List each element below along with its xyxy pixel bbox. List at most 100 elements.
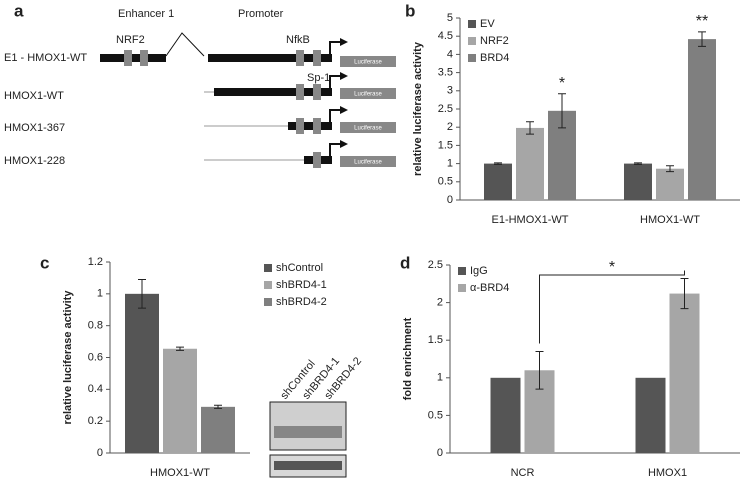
site-label: NRF2	[116, 34, 145, 46]
y-tick-label: 5	[447, 12, 453, 24]
row-label: E1 - HMOX1-WT	[4, 52, 87, 64]
bar	[125, 293, 159, 453]
bar	[669, 293, 700, 453]
panel-label: c	[40, 253, 49, 272]
site	[124, 50, 132, 66]
x-tick-label: HMOX1	[648, 467, 687, 479]
legend-swatch	[468, 20, 476, 28]
arrow-head	[340, 140, 348, 148]
x-tick-label: E1-HMOX1-WT	[492, 214, 569, 226]
legend-label: EV	[480, 18, 495, 30]
legend-swatch	[458, 284, 466, 292]
y-tick-label: 1.5	[428, 334, 443, 346]
diagram-panel: a Enhancer 1 Promoter NRF2 NfkB Sp-1 E1 …	[4, 1, 396, 168]
reporter-label: Luciferase	[354, 126, 382, 132]
enhancer	[100, 54, 166, 62]
promoter	[208, 54, 332, 62]
legend-label: BRD4	[480, 52, 509, 64]
tss-arrow	[329, 41, 342, 56]
legend-label: IgG	[470, 265, 488, 277]
row-label: HMOX1-367	[4, 122, 65, 134]
y-tick-label: 4.5	[438, 30, 453, 42]
bar	[635, 377, 666, 453]
y-axis-label: relative luciferase activity	[62, 290, 74, 425]
y-tick-label: 1.2	[88, 256, 103, 268]
site	[296, 84, 304, 100]
reporter-box	[340, 56, 396, 67]
row-label: HMOX1-228	[4, 155, 65, 167]
y-tick-label: 0.2	[88, 415, 103, 427]
blot-band	[274, 461, 342, 470]
bar	[163, 348, 197, 453]
promoter-label: Promoter	[238, 8, 284, 20]
site	[313, 50, 321, 66]
legend-swatch	[264, 264, 272, 272]
y-tick-label: 0.5	[438, 176, 453, 188]
legend-swatch	[468, 54, 476, 62]
reporter-label: Luciferase	[354, 160, 382, 166]
bracket	[539, 270, 685, 344]
y-tick-label: 1	[437, 372, 443, 384]
y-tick-label: 3.5	[438, 67, 453, 79]
site	[296, 50, 304, 66]
legend-label: shBRD4-1	[276, 279, 327, 291]
bar	[484, 163, 512, 200]
y-tick-label: 0.6	[88, 351, 103, 363]
y-tick-label: 0.8	[88, 320, 103, 332]
reporter-label: Luciferase	[354, 60, 382, 66]
y-tick-label: 0	[437, 447, 443, 459]
enhancer-label: Enhancer 1	[118, 8, 174, 20]
row-label: HMOX1-WT	[4, 90, 64, 102]
panel-label: d	[400, 253, 410, 272]
error-bar	[494, 162, 502, 165]
panel-label: b	[405, 1, 415, 20]
site	[313, 84, 321, 100]
y-tick-label: 2.5	[428, 259, 443, 271]
error-bar	[680, 278, 689, 310]
x-tick-label: NCR	[511, 467, 535, 479]
y-axis-label: fold enrichment	[402, 317, 414, 400]
splice	[165, 32, 205, 57]
reporter-box	[340, 88, 396, 99]
y-tick-label: 1	[447, 158, 453, 170]
significance: *	[609, 259, 615, 276]
y-tick-label: 0.5	[428, 409, 443, 421]
legend-label: shBRD4-2	[276, 296, 327, 308]
reporter-label: Luciferase	[354, 92, 382, 98]
y-tick-label: 4	[447, 48, 453, 60]
reporter-box	[340, 156, 396, 167]
y-tick-label: 2	[447, 121, 453, 133]
tss-arrow	[329, 143, 342, 158]
error-bar	[698, 31, 706, 47]
legend-label: NRF2	[480, 35, 509, 47]
error-bar	[214, 404, 222, 409]
significance: *	[559, 75, 565, 92]
legend-swatch	[468, 37, 476, 45]
bar	[688, 39, 716, 200]
error-bar	[634, 162, 642, 165]
site	[313, 152, 321, 168]
y-tick-label: 0	[447, 194, 453, 206]
promoter	[214, 88, 332, 96]
y-tick-label: 3	[447, 85, 453, 97]
legend-label: shControl	[276, 262, 323, 274]
site	[313, 118, 321, 134]
y-tick-label: 1.5	[438, 139, 453, 151]
error-bar	[138, 279, 146, 309]
arrow-head	[340, 72, 348, 80]
blot-band	[274, 426, 342, 438]
y-tick-label: 2.5	[438, 103, 453, 115]
y-axis-label: relative luciferase activity	[412, 41, 424, 176]
western-blot: shControl shBRD4-1 shBRD4-2	[269, 355, 364, 478]
x-tick-label: HMOX1-WT	[150, 467, 210, 479]
tss-arrow	[329, 109, 342, 124]
x-tick-label: HMOX1-WT	[640, 214, 700, 226]
arrow-head	[340, 106, 348, 114]
bar	[624, 163, 652, 200]
reporter-box	[340, 122, 396, 133]
y-tick-label: 1	[97, 288, 103, 300]
legend-label: α-BRD4	[470, 282, 509, 294]
error-bar	[176, 346, 184, 351]
bar	[490, 377, 521, 453]
y-tick-label: 0	[97, 447, 103, 459]
